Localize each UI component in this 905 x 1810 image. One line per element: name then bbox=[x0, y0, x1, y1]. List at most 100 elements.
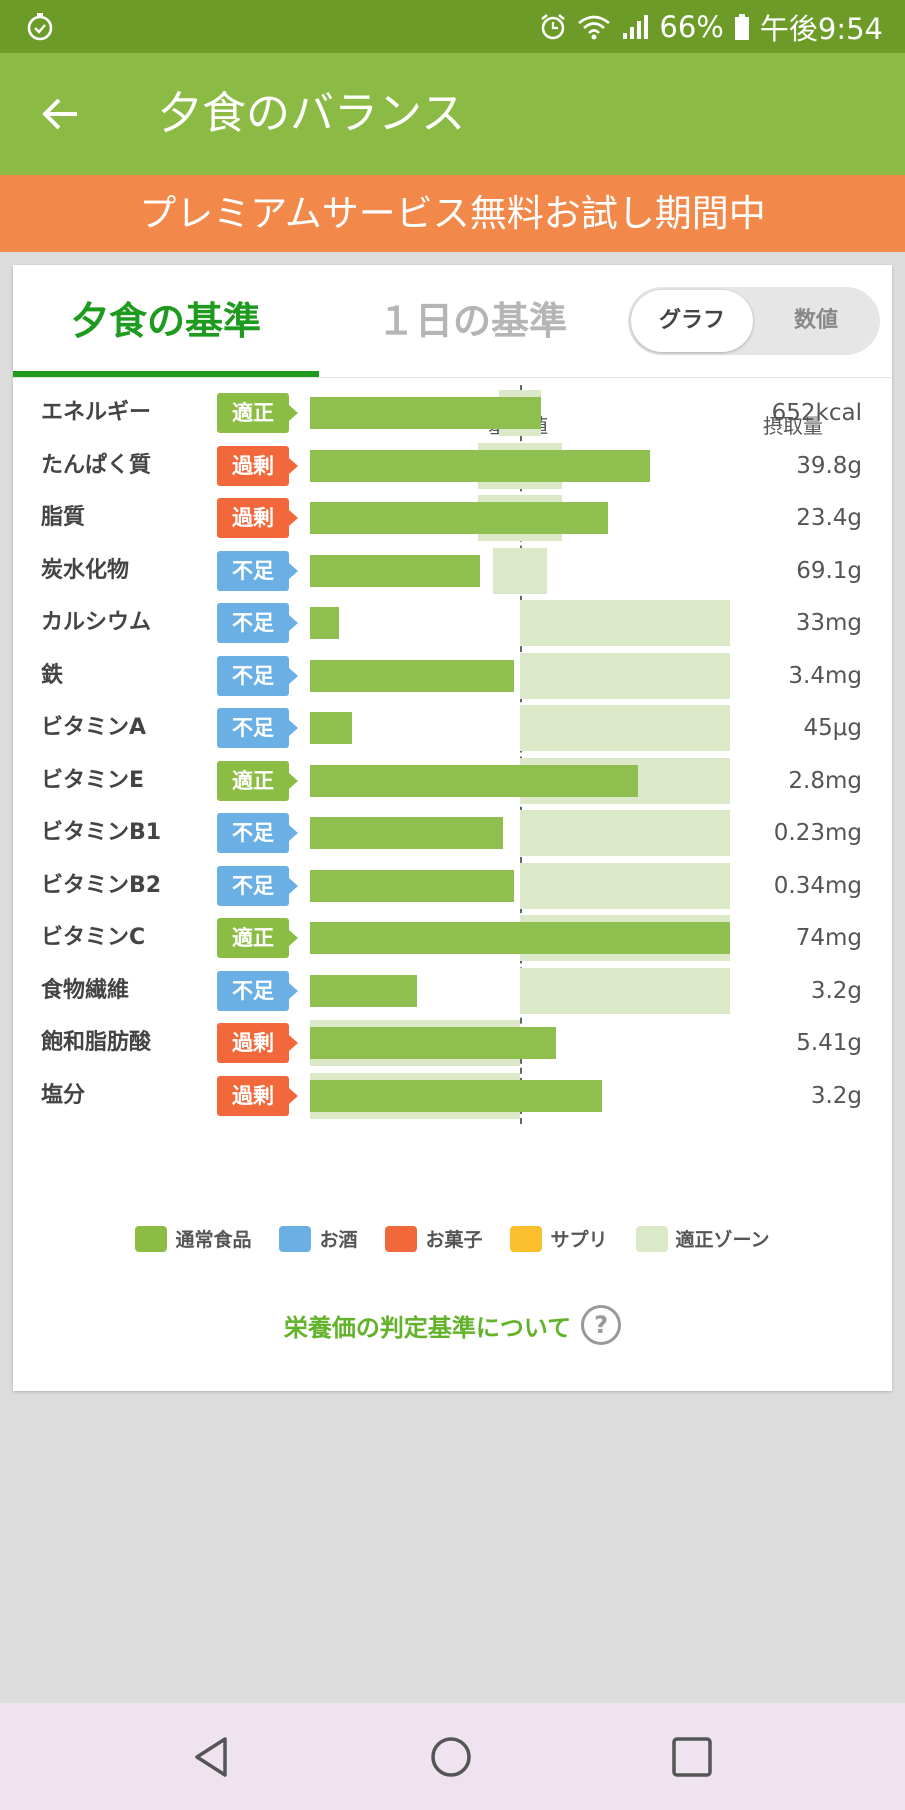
criteria-link-text: 栄養価の判定基準について bbox=[283, 1313, 572, 1342]
appropriate-zone bbox=[520, 862, 730, 909]
nav-home-button[interactable] bbox=[421, 1727, 481, 1787]
circle-home-icon bbox=[431, 1737, 471, 1777]
legend-label: お菓子 bbox=[425, 1229, 483, 1251]
status-badge[interactable]: 不足 bbox=[217, 550, 298, 591]
appropriate-zone bbox=[520, 967, 730, 1014]
status-badge[interactable]: 適正 bbox=[217, 393, 298, 433]
view-toggle: グラフ 数値 bbox=[628, 287, 880, 355]
clock: 午後9:54 bbox=[759, 11, 883, 46]
legend: 通常食品 お酒 お菓子 サプリ 適正ゾーン bbox=[13, 1225, 892, 1252]
legend-label: サプリ bbox=[550, 1229, 608, 1251]
tab-meal-standard[interactable]: 夕食の基準 bbox=[70, 299, 261, 343]
status-badge[interactable]: 適正 bbox=[217, 918, 298, 958]
nutrient-label: エネルギー bbox=[41, 400, 152, 425]
intake-value: 3.4mg bbox=[788, 662, 862, 689]
status-badge[interactable]: 不足 bbox=[217, 970, 298, 1011]
intake-bar bbox=[310, 1079, 602, 1112]
nav-back-button[interactable] bbox=[181, 1727, 241, 1787]
nutrient-label: 飽和脂肪酸 bbox=[41, 1030, 152, 1055]
intake-bar bbox=[310, 712, 352, 744]
intake-value: 652kcal bbox=[771, 400, 862, 426]
legend-swatch bbox=[135, 1225, 168, 1252]
toggle-graph-button[interactable]: グラフ bbox=[631, 290, 753, 352]
arrow-left-icon bbox=[42, 98, 77, 130]
status-badge[interactable]: 適正 bbox=[217, 760, 298, 801]
status-badge[interactable]: 過剰 bbox=[217, 498, 298, 538]
nutrient-label: 食物繊維 bbox=[41, 977, 130, 1003]
battery-icon bbox=[734, 13, 749, 40]
nutrient-label: 塩分 bbox=[41, 1082, 86, 1108]
status-bar: 66% 午後9:54 bbox=[0, 0, 905, 53]
intake-value: 5.41g bbox=[796, 1030, 862, 1056]
nutrient-label: 脂質 bbox=[41, 505, 86, 530]
appropriate-zone bbox=[520, 810, 730, 856]
triangle-back-icon bbox=[195, 1737, 227, 1777]
stopwatch-icon bbox=[27, 13, 53, 41]
nutrient-label: ビタミンA bbox=[41, 715, 147, 740]
status-badge[interactable]: 不足 bbox=[217, 655, 298, 696]
intake-value: 69.1g bbox=[796, 557, 862, 584]
legend-label: お酒 bbox=[319, 1229, 358, 1251]
intake-value: 33mg bbox=[795, 610, 862, 636]
status-badge[interactable]: 過剰 bbox=[217, 1075, 298, 1116]
legend-item: 通常食品 bbox=[135, 1225, 251, 1252]
alarm-icon bbox=[541, 13, 566, 39]
intake-value: 3.2g bbox=[810, 1082, 862, 1109]
legend-item: お菓子 bbox=[385, 1225, 482, 1252]
nutrient-label: ビタミンB1 bbox=[41, 820, 162, 845]
tab-daily-standard[interactable]: １日の基準 bbox=[376, 299, 567, 343]
nav-recents-button[interactable] bbox=[662, 1727, 722, 1787]
intake-bar bbox=[310, 659, 514, 692]
premium-trial-banner[interactable]: プレミアムサービス無料お試し期間中 bbox=[0, 175, 905, 252]
appropriate-zone bbox=[520, 600, 730, 646]
legend-item: お酒 bbox=[279, 1225, 357, 1252]
wifi-icon bbox=[578, 15, 611, 39]
status-badge[interactable]: 不足 bbox=[217, 865, 298, 906]
page-title: 夕食のバランス bbox=[158, 88, 466, 139]
legend-swatch bbox=[279, 1225, 312, 1252]
intake-bar bbox=[310, 764, 638, 797]
intake-value: 0.23mg bbox=[773, 820, 862, 846]
signal-icon bbox=[623, 14, 649, 39]
appropriate-zone bbox=[492, 547, 548, 594]
legend-swatch bbox=[385, 1225, 418, 1252]
intake-value: 23.4g bbox=[796, 505, 862, 531]
intake-header: 摂取量 bbox=[763, 414, 823, 438]
intake-bar bbox=[310, 974, 418, 1007]
standard-reference-line bbox=[520, 385, 522, 1124]
intake-bar bbox=[310, 554, 481, 587]
intake-value: 74mg bbox=[795, 925, 862, 951]
legend-item: 適正ゾーン bbox=[635, 1225, 770, 1252]
nutrient-label: 鉄 bbox=[41, 662, 64, 688]
system-nav-bar bbox=[0, 1703, 905, 1810]
intake-bar bbox=[310, 922, 730, 954]
nutrient-label: カルシウム bbox=[41, 610, 152, 635]
square-recents-icon bbox=[672, 1737, 712, 1777]
intake-bar bbox=[310, 449, 651, 482]
status-badge[interactable]: 過剰 bbox=[217, 1023, 298, 1063]
status-badge[interactable]: 不足 bbox=[217, 708, 298, 748]
app-bar: 夕食のバランス bbox=[0, 53, 905, 175]
intake-value: 45μg bbox=[803, 715, 863, 741]
nutrient-label: 炭水化物 bbox=[41, 557, 130, 583]
balance-card: 夕食の基準 １日の基準 グラフ 数値 基準値 摂取量 エネルギー適正652kca… bbox=[13, 265, 892, 1391]
toggle-numeric-button[interactable]: 数値 bbox=[793, 308, 838, 333]
intake-value: 2.8mg bbox=[788, 767, 862, 794]
nutrient-label: たんぱく質 bbox=[41, 452, 152, 478]
nutrient-label: ビタミンB2 bbox=[41, 872, 162, 898]
status-badge[interactable]: 過剰 bbox=[217, 445, 298, 486]
status-badge[interactable]: 不足 bbox=[217, 603, 298, 643]
help-icon[interactable]: ? bbox=[581, 1305, 622, 1345]
appropriate-zone bbox=[520, 652, 730, 699]
nutrient-label: ビタミンE bbox=[41, 767, 145, 793]
legend-swatch bbox=[510, 1225, 543, 1252]
status-badge[interactable]: 不足 bbox=[217, 813, 298, 853]
back-button[interactable] bbox=[30, 83, 92, 145]
active-tab-indicator bbox=[13, 371, 319, 377]
intake-bar bbox=[310, 1027, 556, 1059]
judgement-criteria-link[interactable]: 栄養価の判定基準について ? bbox=[13, 1305, 892, 1345]
battery-percent: 66% bbox=[659, 9, 724, 44]
intake-bar bbox=[310, 502, 609, 534]
intake-value: 0.34mg bbox=[773, 872, 862, 899]
legend-label: 通常食品 bbox=[175, 1229, 252, 1251]
